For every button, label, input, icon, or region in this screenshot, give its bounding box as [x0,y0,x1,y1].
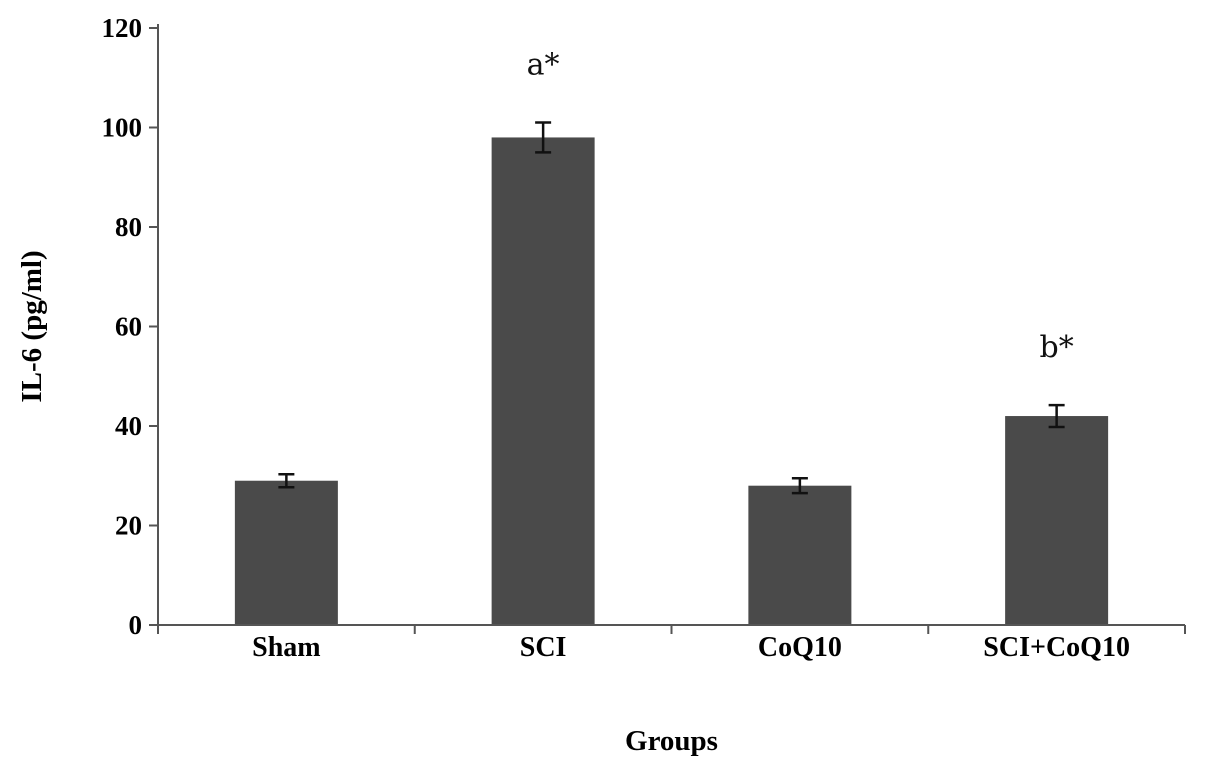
annotations: a* b* [527,48,1074,366]
y-tick-label: 100 [102,113,143,143]
error-bar [535,121,552,154]
y-tick-label: 60 [115,312,142,342]
y-ticks: 0 20 40 60 80 100 120 [102,13,158,640]
x-axis-title: Groups [625,725,718,757]
y-tick-label: 80 [115,212,142,242]
x-tick-label: SCI+CoQ10 [983,632,1130,663]
y-axis-title: IL-6 (pg/ml) [16,250,48,402]
significance-annotation: b* [1040,330,1074,365]
bar [491,137,595,625]
x-tick-label: CoQ10 [758,632,842,663]
significance-annotation: a* [527,48,560,83]
error-bar [1048,403,1065,429]
bar [1005,416,1109,625]
bar [748,485,852,625]
y-tick-label: 0 [129,610,143,640]
x-tick-label: Sham [252,632,320,663]
y-tick-label: 120 [102,13,143,43]
bars [234,137,1109,625]
error-bars [278,121,1065,495]
error-bar [278,473,295,489]
y-tick-label: 40 [115,411,142,441]
x-ticks: Sham SCI CoQ10 SCI+CoQ10 [157,625,1186,663]
x-tick-label: SCI [520,632,567,663]
y-tick-label: 20 [115,511,142,541]
bar [234,480,338,625]
error-bar [791,476,808,495]
